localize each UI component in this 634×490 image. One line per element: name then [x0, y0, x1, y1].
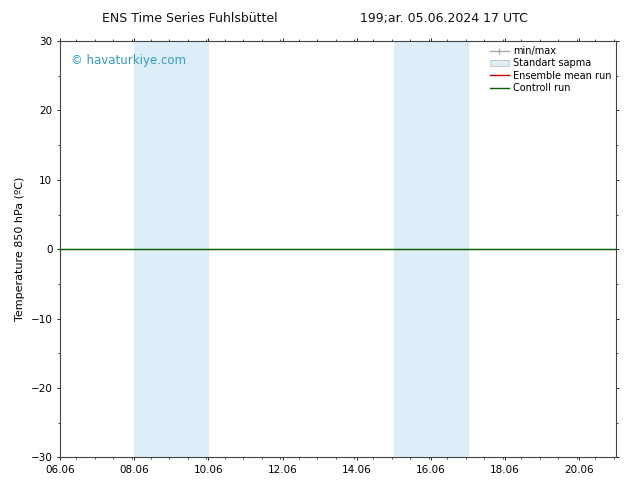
- Text: ENS Time Series Fuhlsbüttel: ENS Time Series Fuhlsbüttel: [102, 12, 278, 25]
- Bar: [171, 41, 209, 457]
- Bar: [134, 41, 171, 457]
- Text: 199;ar. 05.06.2024 17 UTC: 199;ar. 05.06.2024 17 UTC: [360, 12, 527, 25]
- Legend: min/max, Standart sapma, Ensemble mean run, Controll run: min/max, Standart sapma, Ensemble mean r…: [488, 44, 613, 95]
- Text: © havaturkiye.com: © havaturkiye.com: [71, 53, 186, 67]
- Bar: [394, 41, 431, 457]
- Bar: [431, 41, 468, 457]
- Y-axis label: Temperature 850 hPa (ºC): Temperature 850 hPa (ºC): [15, 177, 25, 321]
